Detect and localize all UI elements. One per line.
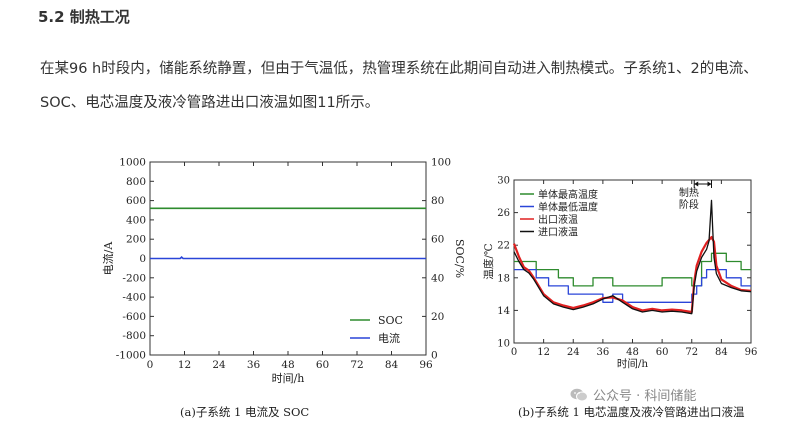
y-tick-label: -400 (122, 292, 146, 304)
y2-tick-label: 40 (431, 272, 444, 284)
y-tick-label: -1000 (116, 350, 146, 362)
legend-box (350, 310, 420, 348)
y-tick-label: 200 (126, 234, 146, 246)
x-tick-label: 0 (147, 359, 154, 371)
wechat-icon (570, 388, 588, 401)
x-tick-label: 72 (685, 347, 698, 358)
x-tick-label: 60 (656, 347, 669, 358)
x-tick-label: 12 (178, 359, 191, 371)
x-tick-label: 96 (745, 347, 758, 358)
x-tick-label: 36 (247, 359, 261, 371)
y-tick-label: 30 (497, 176, 510, 187)
y-tick-label: 400 (126, 214, 146, 226)
annotation-arrowhead-left (694, 181, 699, 187)
y2-tick-label: 80 (431, 195, 444, 207)
y2-tick-label: 20 (431, 311, 444, 323)
series-line-4 (513, 199, 752, 315)
x-tick-label: 96 (419, 359, 433, 371)
caption-a: (a)子系统 1 电流及 SOC (180, 405, 310, 419)
x-tick-label: 48 (626, 347, 639, 358)
legend-label: 出口液温 (538, 213, 578, 226)
legend-label: 进口液温 (538, 226, 578, 239)
y-tick-label: 22 (497, 241, 510, 252)
x-tick-label: 48 (281, 359, 294, 371)
y-tick-label: -600 (122, 311, 146, 323)
y-axis-label: 温度/℃ (482, 243, 495, 280)
x-tick-label: 24 (212, 359, 226, 371)
y-tick-label: 600 (126, 195, 146, 207)
y-tick-label: 10 (497, 339, 510, 350)
section-title: 5.2 制热工况 (38, 8, 130, 26)
legend-label: 电流 (378, 331, 400, 345)
x-tick-label: 0 (511, 347, 517, 358)
watermark-text: 公众号 · 科间储能 (593, 389, 697, 404)
x-tick-label: 60 (316, 359, 329, 371)
chart-b: 0 12 24 36 48 60 72 84 96 10 14 18 22 26 30 时间/h 温度/℃ 单体最… (482, 176, 757, 371)
x-tick-label: 72 (350, 359, 363, 371)
series-line-1 (514, 252, 751, 287)
series-line-2 (150, 255, 426, 260)
y-tick-label: 26 (497, 208, 510, 219)
y-tick-label: -200 (122, 272, 146, 284)
x-axis-label: 时间/h (617, 357, 649, 370)
y2-axis-label: SOC/% (453, 239, 466, 278)
watermark: 公众号 · 科间储能 (570, 385, 696, 404)
y2-tick-label: 60 (431, 234, 444, 246)
paragraph-text: 在某96 h时段内，储能系统静置，但由于气温低，热管理系统在此期间自动进入制热模… (40, 61, 758, 111)
legend-label: SOC (378, 314, 403, 327)
legend-label: 单体最低温度 (538, 201, 598, 214)
annotation-arrowhead-right (707, 181, 712, 187)
y2-tick-label: 100 (431, 157, 451, 169)
chart-a: 0 12 24 36 48 60 72 84 96 -1000 -800 -600 -400 -200 0 2… (101, 157, 466, 386)
x-tick-label: 84 (385, 359, 399, 371)
y-tick-label: 14 (497, 306, 510, 317)
y-tick-label: 1000 (119, 157, 146, 169)
x-axis-label: 时间/h (272, 372, 305, 385)
body-paragraph: 在某96 h时段内，储能系统静置，但由于气温低，热管理系统在此期间自动进入制热模… (40, 52, 790, 120)
x-tick-label: 12 (537, 347, 550, 358)
y-tick-label: 0 (139, 253, 146, 265)
annotation-label: 制热 (679, 186, 699, 199)
y-tick-label: -800 (122, 330, 146, 342)
y2-tick-label: 0 (431, 350, 438, 362)
annotation-label: 阶段 (679, 198, 699, 211)
x-tick-label: 24 (567, 347, 580, 358)
x-tick-label: 84 (715, 347, 728, 358)
y-axis-label: 电流/A (101, 241, 115, 276)
series-line-2 (514, 268, 751, 303)
caption-b: (b)子系统 1 电芯温度及液冷管路进出口液温 (518, 405, 745, 419)
y-tick-label: 800 (126, 176, 146, 188)
x-tick-label: 36 (597, 347, 610, 358)
legend-label: 单体最高温度 (538, 188, 598, 201)
y-tick-label: 18 (497, 273, 510, 284)
